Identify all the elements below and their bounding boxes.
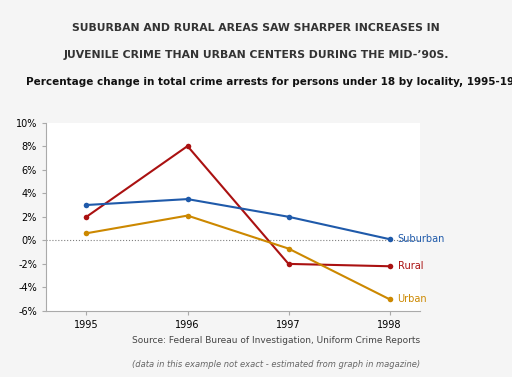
- Text: Urban: Urban: [398, 294, 427, 304]
- Text: SUBURBAN AND RURAL AREAS SAW SHARPER INCREASES IN: SUBURBAN AND RURAL AREAS SAW SHARPER INC…: [72, 23, 440, 33]
- Text: Percentage change in total crime arrests for persons under 18 by locality, 1995-: Percentage change in total crime arrests…: [26, 77, 512, 87]
- Text: Source: Federal Bureau of Investigation, Uniform Crime Reports: Source: Federal Bureau of Investigation,…: [133, 336, 420, 345]
- Text: JUVENILE CRIME THAN URBAN CENTERS DURING THE MID-’90S.: JUVENILE CRIME THAN URBAN CENTERS DURING…: [63, 50, 449, 60]
- Text: Suburban: Suburban: [398, 234, 445, 244]
- Text: Rural: Rural: [398, 261, 423, 271]
- Text: (data in this example not exact - estimated from graph in magazine): (data in this example not exact - estima…: [133, 360, 420, 369]
